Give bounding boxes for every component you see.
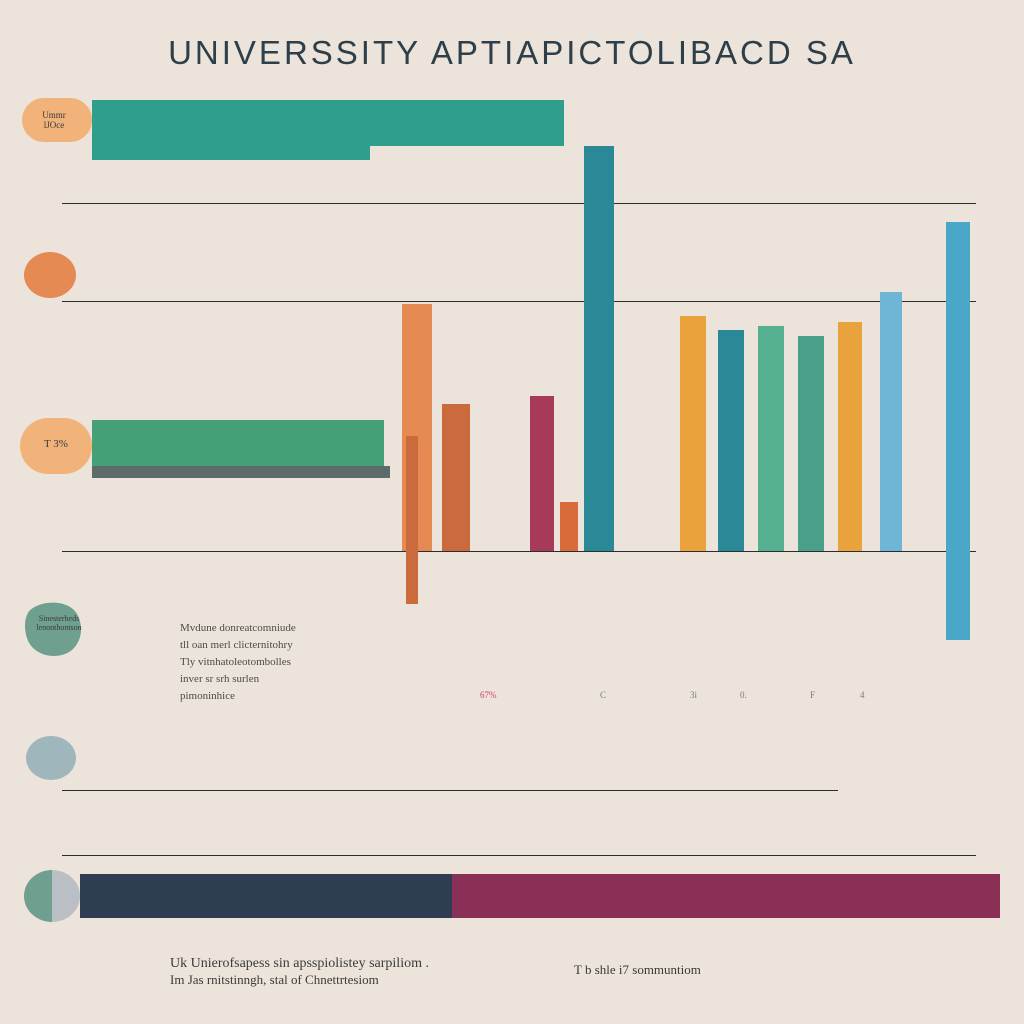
tick-label: C — [600, 690, 606, 700]
vbar-1 — [442, 404, 470, 551]
tick-label: 67% — [480, 690, 497, 700]
blob-6 — [24, 870, 80, 922]
gridline — [62, 551, 976, 552]
vbar-4 — [584, 146, 614, 551]
vbar-2 — [530, 396, 554, 551]
footer-left-line: Im Jas rnitstinngh, stal of Chnettrtesio… — [170, 972, 429, 988]
copy-line: Mvdune donreatcomniude — [180, 620, 296, 637]
hbar-bottom-b — [452, 874, 1000, 918]
vbar-12 — [406, 436, 418, 604]
gridline — [62, 790, 838, 791]
description-copy: Mvdune donreatcomniudetll oan merl clict… — [180, 620, 296, 705]
hbar-mid-main — [92, 420, 384, 466]
gridline — [62, 301, 976, 302]
vbar-10 — [880, 292, 902, 551]
hbar-top-main — [92, 100, 564, 146]
gridline — [62, 855, 976, 856]
tick-label: 3i — [690, 690, 697, 700]
gridline — [62, 203, 976, 204]
tick-label: F — [810, 690, 815, 700]
tick-label: 0. — [740, 690, 747, 700]
blob-1-label: UmmrlJOce — [26, 110, 82, 131]
blob-2 — [24, 252, 76, 298]
page-title: UNIVERSSITY APTIAPICTOLIBACD SA — [0, 34, 1024, 72]
vbar-5 — [680, 316, 706, 551]
hbar-mid-shadow — [92, 466, 390, 478]
vbar-6 — [718, 330, 744, 551]
vbar-7 — [758, 326, 784, 551]
copy-line: tll oan merl clicternitohry — [180, 637, 296, 654]
blob-4-label: Sinesterhedslenonthontson — [20, 614, 98, 632]
copy-line: Tly vitnhatoleotombolles — [180, 654, 296, 671]
vbar-11 — [946, 222, 970, 640]
hbar-bottom-a — [80, 874, 452, 918]
blob-5 — [26, 736, 76, 780]
vbar-9 — [838, 322, 862, 551]
footer-caption-left: Uk Unierofsapess sin apsspiolistey sarpi… — [170, 956, 429, 988]
vbar-3 — [560, 502, 578, 551]
footer-caption-right: T b shle i7 sommuntiom — [574, 962, 701, 978]
hbar-top-step — [92, 146, 370, 160]
copy-line: pimoninhice — [180, 688, 296, 705]
copy-line: inver sr srh surlen — [180, 671, 296, 688]
tick-label: 4 — [860, 690, 865, 700]
blob-3-label: T 3% — [28, 438, 84, 451]
footer-left-line: Uk Unierofsapess sin apsspiolistey sarpi… — [170, 956, 429, 972]
vbar-8 — [798, 336, 824, 551]
